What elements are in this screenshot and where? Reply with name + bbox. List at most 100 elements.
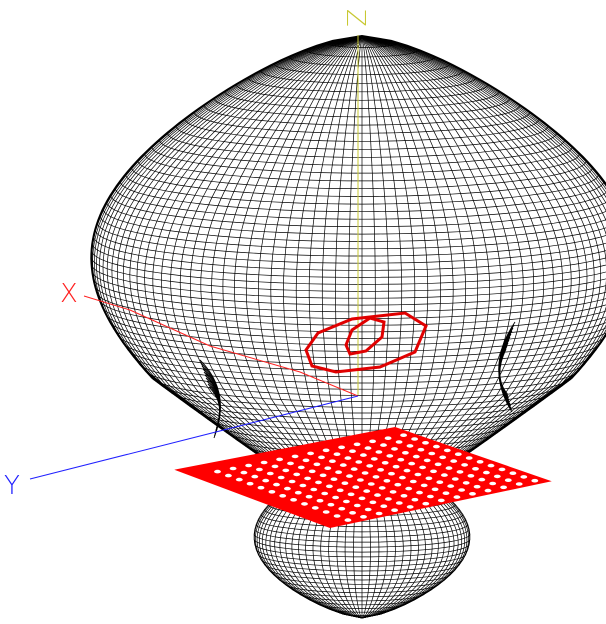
- left-ear-wireframe: [199, 359, 221, 439]
- plate-hole: [484, 488, 492, 493]
- plate-hole: [443, 448, 451, 453]
- plate-hole: [412, 454, 420, 459]
- plate-hole: [364, 446, 372, 450]
- plate-hole: [417, 447, 425, 452]
- plate-hole: [400, 494, 408, 498]
- plate-hole: [465, 456, 473, 460]
- plate-hole: [360, 453, 367, 457]
- plate-hole: [240, 470, 248, 475]
- plate-hole: [405, 486, 413, 491]
- plate-hole: [229, 466, 237, 471]
- plate-hole: [370, 457, 378, 461]
- plate-hole: [372, 475, 380, 479]
- plate-hole: [284, 486, 291, 491]
- plate-hole: [260, 460, 268, 465]
- plate-hole: [428, 451, 436, 456]
- plate-hole: [282, 468, 290, 473]
- head-longitude-line: [361, 35, 595, 520]
- plate-hole: [391, 508, 398, 512]
- y-axis-label: Y: [4, 471, 20, 501]
- plate-hole: [434, 462, 442, 467]
- plate-hole: [378, 486, 386, 490]
- plate-hole: [297, 465, 305, 470]
- plate-hole: [509, 471, 517, 476]
- plate-hole: [324, 466, 332, 471]
- plate-hole: [397, 457, 405, 462]
- plate-hole: [363, 489, 371, 493]
- neck-longitude-line: [361, 484, 445, 619]
- head-longitude-line: [361, 35, 588, 520]
- plate-hole: [439, 455, 447, 460]
- plate-hole: [316, 498, 324, 503]
- plate-hole: [425, 476, 433, 481]
- plate-hole: [419, 465, 426, 470]
- plate-hole: [389, 490, 397, 494]
- plate-hole: [287, 461, 294, 466]
- plate-hole: [327, 502, 335, 507]
- plate-hole: [456, 470, 464, 474]
- plate-hole: [294, 490, 302, 495]
- plate-hole: [338, 445, 345, 450]
- plate-hole: [246, 481, 254, 486]
- plate-hole: [225, 473, 232, 478]
- neck-longitude-line: [361, 483, 455, 619]
- plate-hole: [318, 455, 325, 460]
- plate-hole: [214, 469, 221, 474]
- plate-hole: [411, 437, 418, 441]
- plate-hole: [375, 511, 383, 516]
- plate-hole: [338, 506, 346, 511]
- plate-hole: [430, 469, 437, 474]
- z-axis-label: Z: [340, 9, 370, 27]
- plate-hole: [411, 497, 419, 502]
- plate-hole: [332, 495, 339, 500]
- plate-hole: [384, 436, 392, 441]
- plate-hole: [380, 443, 387, 447]
- head-longitude-line: [144, 35, 363, 520]
- plate-hole: [271, 464, 279, 469]
- plate-hole: [353, 442, 361, 447]
- plate-hole: [403, 468, 411, 473]
- plate-hole: [308, 469, 316, 474]
- plate-hole: [409, 479, 417, 484]
- plate-hole: [420, 483, 428, 488]
- plate-base: [174, 426, 552, 529]
- plate-hole: [531, 478, 539, 483]
- plate-hole: [357, 478, 364, 482]
- plate-hole: [369, 439, 376, 444]
- plate-hole: [322, 448, 330, 453]
- plate-hole: [358, 496, 366, 501]
- plate-hole: [349, 449, 356, 454]
- plate-hole: [487, 463, 495, 468]
- plate-hole: [377, 468, 384, 472]
- plate-hole: [402, 451, 409, 455]
- plate-hole: [333, 514, 341, 518]
- plate-hole: [386, 454, 394, 458]
- head-longitude-line: [361, 35, 580, 520]
- plate-hole: [381, 461, 389, 465]
- plate-hole: [483, 470, 490, 475]
- plate-hole: [520, 475, 528, 479]
- plate-hole: [472, 467, 479, 471]
- plate-hole: [319, 473, 327, 478]
- plate-hole: [333, 452, 341, 457]
- plate-hole: [383, 479, 391, 483]
- neck-longitude-line: [361, 482, 463, 619]
- plate-hole: [437, 498, 445, 503]
- head-longitude-line: [152, 35, 363, 520]
- y-axis-line: [29, 395, 359, 480]
- plate-hole: [273, 482, 280, 487]
- plate-hole: [436, 480, 444, 485]
- x-axis-label: X: [60, 279, 78, 309]
- plate-hole: [450, 459, 458, 463]
- plate-hole: [414, 472, 422, 477]
- plate-hole: [422, 501, 430, 506]
- head-longitude-line: [161, 35, 363, 520]
- plate-hole: [366, 464, 374, 468]
- plate-hole: [262, 478, 270, 483]
- plate-hole: [473, 484, 481, 489]
- plate-hole: [461, 463, 468, 467]
- plate-hole: [279, 494, 287, 498]
- plate-hole: [364, 507, 372, 512]
